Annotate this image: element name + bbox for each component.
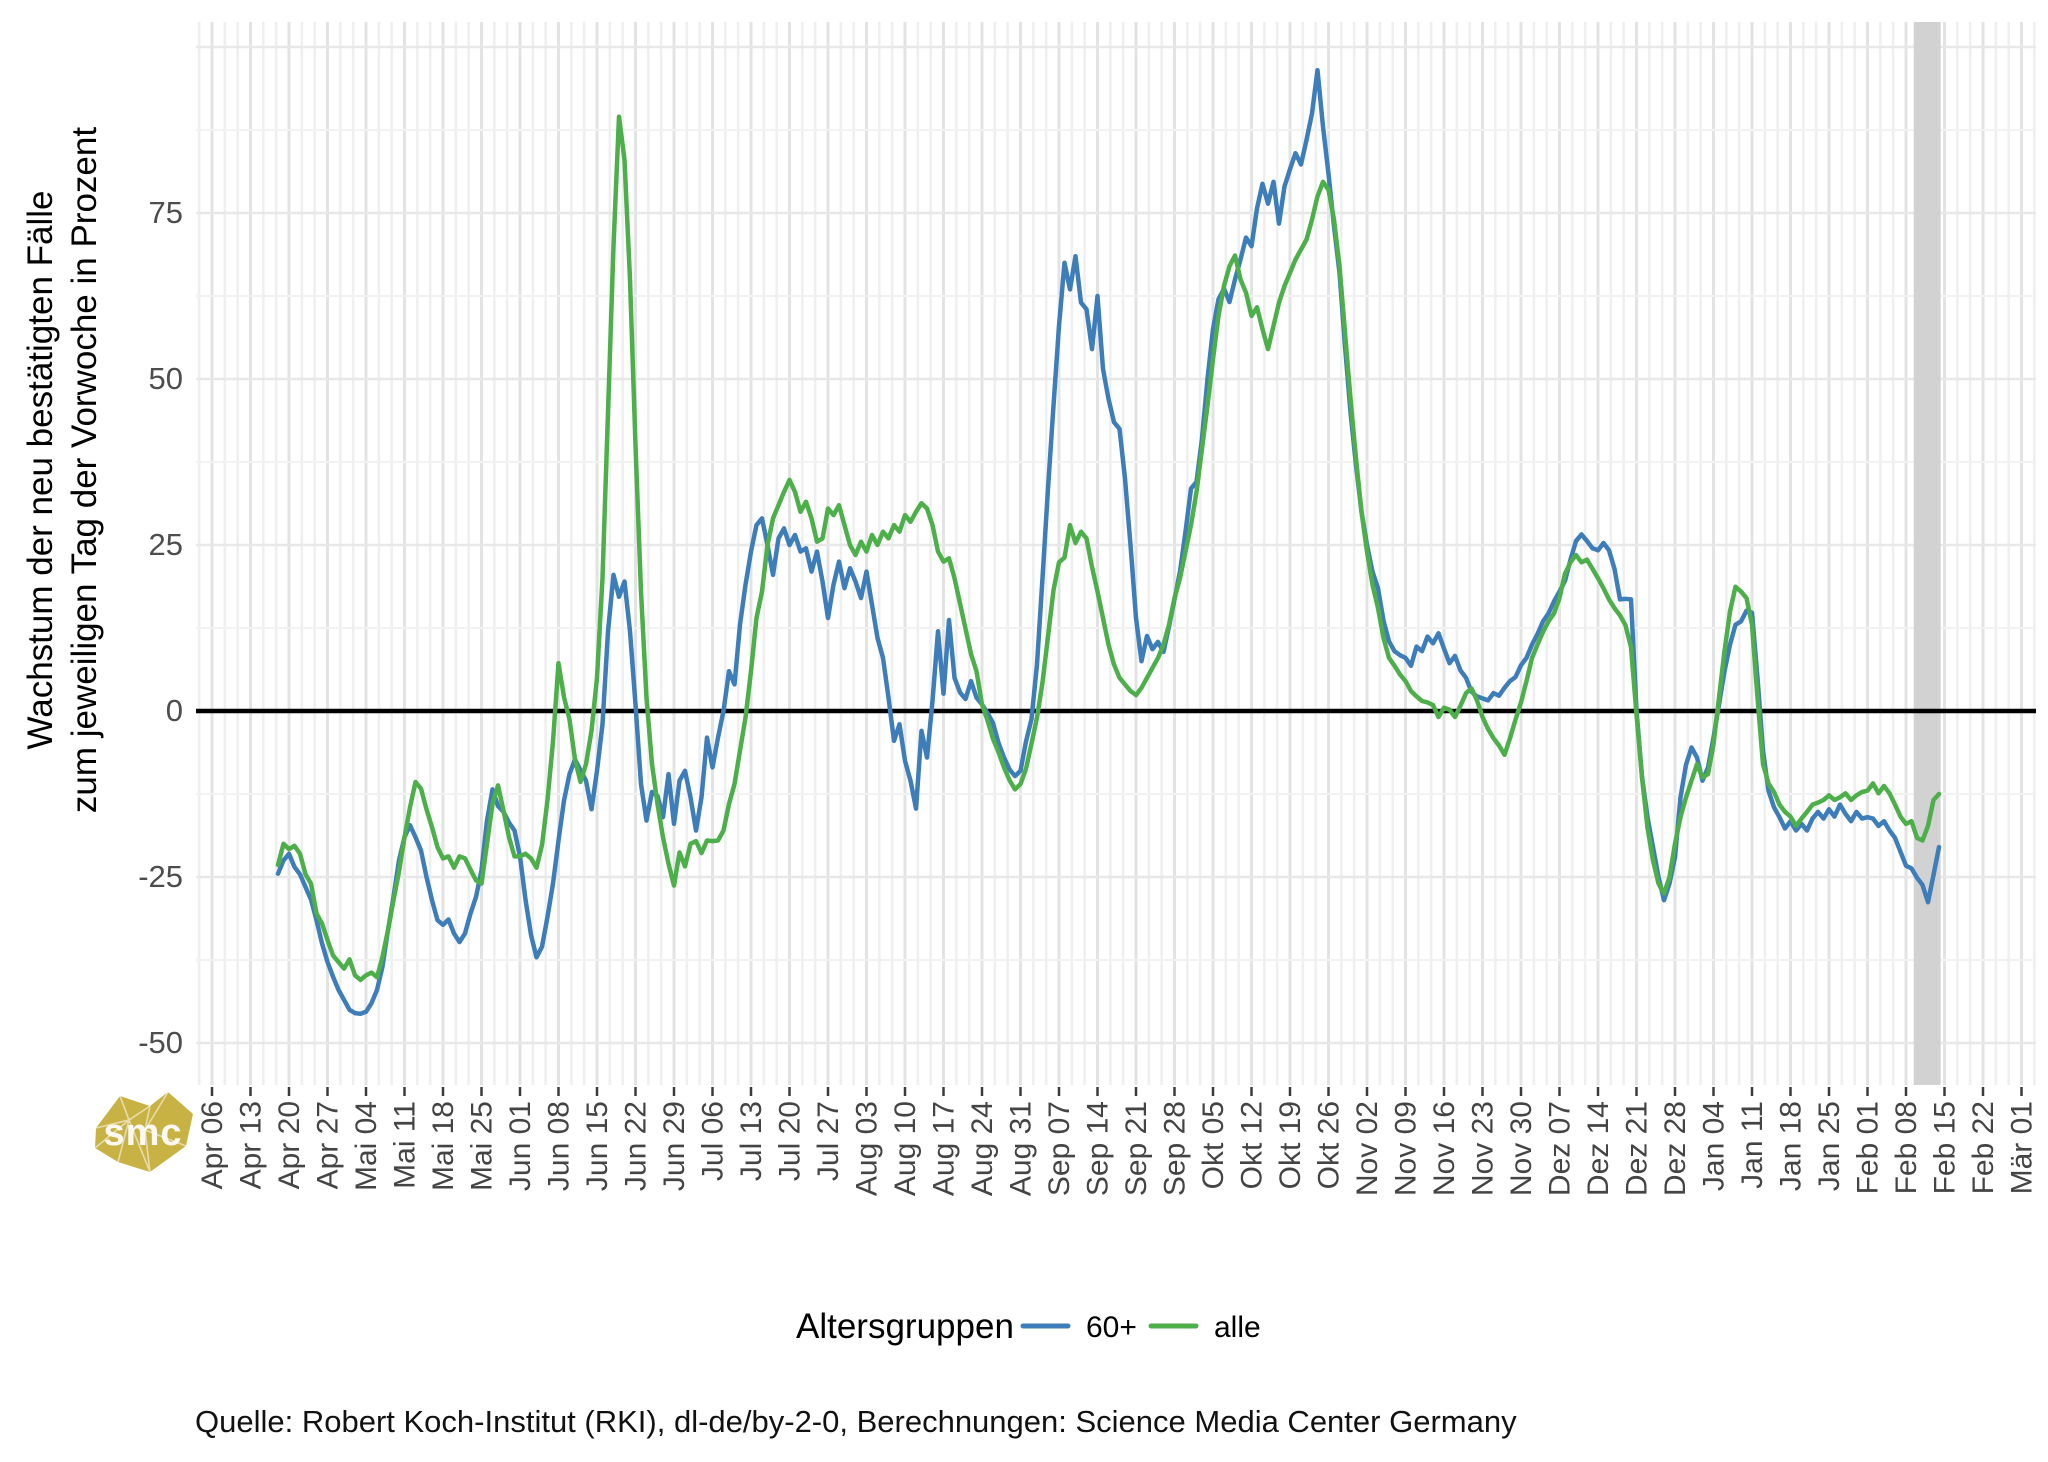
x-tick-label: Jun 15 <box>581 1101 614 1191</box>
x-tick-label: Sep 14 <box>1082 1101 1115 1196</box>
x-tick-label: Aug 17 <box>928 1101 961 1196</box>
x-tick-label: Feb 22 <box>1967 1101 2000 1194</box>
x-tick-label: Aug 24 <box>966 1101 999 1196</box>
y-tick-label: 50 <box>149 361 183 396</box>
x-tick-label: Apr 20 <box>273 1101 306 1189</box>
y-axis-title: Wachstum der neu bestätigten Fälle zum j… <box>21 127 104 813</box>
series-line-alle <box>275 114 1942 983</box>
x-tick-label: Mai 04 <box>350 1101 383 1191</box>
x-tick-label: Feb 01 <box>1852 1101 1885 1194</box>
legend: Altersgruppen 60+ alle <box>796 1307 1261 1346</box>
x-tick-label: Jul 13 <box>735 1101 768 1181</box>
x-tick-label: Jan 18 <box>1775 1101 1808 1191</box>
incomplete-data-band-rect <box>1913 22 1941 1085</box>
legend-title: Altersgruppen <box>796 1307 1014 1346</box>
x-tick-label: Aug 31 <box>1005 1101 1038 1196</box>
smc-logo-shape <box>95 1092 193 1172</box>
y-tick-label: -50 <box>138 1025 183 1060</box>
x-tick-label: Sep 07 <box>1043 1101 1076 1196</box>
y-tick-label: 25 <box>149 527 183 562</box>
x-tick-label: Okt 05 <box>1197 1101 1230 1189</box>
smc-logo-text: smc <box>103 1112 182 1154</box>
x-tick-label: Jul 06 <box>697 1101 730 1181</box>
x-tick-label: Feb 15 <box>1929 1101 1962 1194</box>
x-tick-label: Dez 21 <box>1621 1101 1654 1196</box>
source-caption: Quelle: Robert Koch-Institut (RKI), dl-d… <box>195 1404 1517 1439</box>
x-tick-label: Mär 01 <box>2006 1101 2039 1194</box>
legend-label-alle: alle <box>1214 1311 1261 1344</box>
x-tick-label: Nov 16 <box>1428 1101 1461 1196</box>
x-tick-label: Apr 27 <box>312 1101 345 1189</box>
y-axis-labels: 75 50 25 0 -25 -50 <box>138 195 183 1060</box>
x-tick-label: Jan 25 <box>1813 1101 1846 1191</box>
y-tick-label: -25 <box>138 859 183 894</box>
x-tick-label: Jul 20 <box>774 1101 807 1181</box>
x-tick-label: Nov 02 <box>1351 1101 1384 1196</box>
x-tick-label: Nov 23 <box>1467 1101 1500 1196</box>
x-tick-label: Jul 27 <box>812 1101 845 1181</box>
y-tick-label: 75 <box>149 195 183 230</box>
x-tick-label: Jun 22 <box>620 1101 653 1191</box>
x-tick-label: Feb 08 <box>1890 1101 1923 1194</box>
x-tick-label: Apr 06 <box>196 1101 229 1189</box>
data-series <box>275 67 1942 1017</box>
x-tick-label: Mai 18 <box>427 1101 460 1191</box>
smc-logo: smc <box>94 1091 193 1173</box>
x-tick-label: Dez 14 <box>1582 1101 1615 1196</box>
x-tick-label: Jun 01 <box>504 1101 537 1191</box>
x-tick-label: Mai 25 <box>466 1101 499 1191</box>
x-tick-label: Mai 11 <box>389 1101 422 1189</box>
x-tick-label: Okt 12 <box>1236 1101 1269 1189</box>
smc-logo-facet <box>94 1091 187 1173</box>
x-tick-label: Aug 10 <box>889 1101 922 1196</box>
x-axis-labels: Apr 06 Apr 13 Apr 20 Apr 27 Mai 04 Mai 11 Mai … <box>196 1101 2039 1196</box>
x-tick-label: Jun 08 <box>543 1101 576 1191</box>
x-tick-label: Dez 07 <box>1544 1101 1577 1196</box>
legend-label-60plus: 60+ <box>1086 1311 1137 1344</box>
y-tick-label: 0 <box>166 693 183 728</box>
x-tick-label: Apr 13 <box>235 1101 268 1189</box>
y-axis-title-line2: zum jeweiligen Tag der Vorwoche in Proze… <box>65 127 104 813</box>
y-axis-title-line1: Wachstum der neu bestätigten Fälle <box>21 191 60 750</box>
x-tick-label: Jun 29 <box>658 1101 691 1191</box>
series-line-60plus <box>275 67 1942 1017</box>
x-tick-label: Nov 30 <box>1505 1101 1538 1196</box>
x-tick-label: Sep 28 <box>1159 1101 1192 1196</box>
x-tick-label: Jan 04 <box>1698 1101 1731 1191</box>
x-tick-label: Dez 28 <box>1659 1101 1692 1196</box>
x-tick-label: Aug 03 <box>851 1101 884 1196</box>
x-tick-label: Sep 21 <box>1120 1101 1153 1196</box>
gridlines <box>196 22 2036 1085</box>
axis-ticks <box>210 1087 2023 1096</box>
x-tick-label: Okt 19 <box>1274 1101 1307 1189</box>
x-tick-label: Nov 09 <box>1390 1101 1423 1196</box>
x-tick-label: Jan 11 <box>1736 1101 1769 1189</box>
incomplete-data-band <box>1913 22 1941 1085</box>
x-tick-label: Okt 26 <box>1313 1101 1346 1189</box>
